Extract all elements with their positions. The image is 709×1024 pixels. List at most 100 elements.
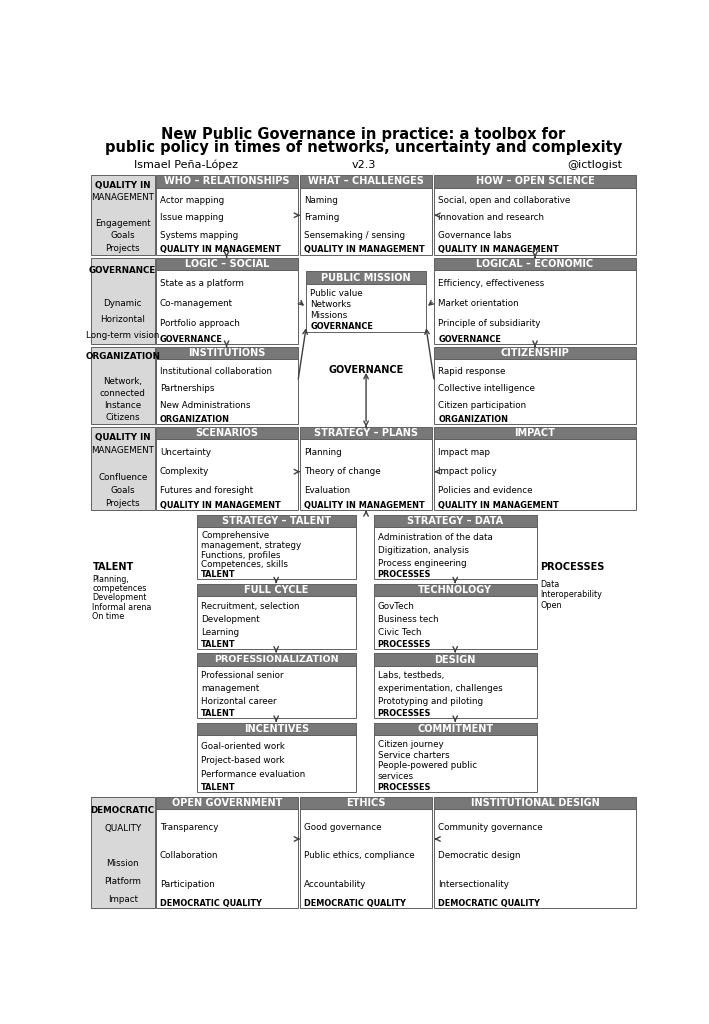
Text: Engagement: Engagement [95,218,150,227]
Text: People-powered public: People-powered public [378,761,477,770]
Text: TALENT: TALENT [201,709,235,718]
Text: Planning: Planning [304,449,342,457]
Text: Business tech: Business tech [378,615,438,624]
Text: Process engineering: Process engineering [378,558,467,567]
Text: Public ethics, compliance: Public ethics, compliance [304,851,415,860]
Bar [197,653,356,666]
Text: @ictlogist: @ictlogist [568,160,623,170]
Text: Co-management: Co-management [160,299,233,308]
Text: ORGANIZATION: ORGANIZATION [85,352,160,361]
Text: Professional senior: Professional senior [201,672,284,681]
Bar [435,187,636,255]
Bar [156,439,298,510]
Text: PROCESSES: PROCESSES [378,783,431,792]
Text: Evaluation: Evaluation [304,486,350,496]
Bar [300,427,432,439]
Bar [300,797,432,809]
Text: Project-based work: Project-based work [201,756,284,765]
Text: experimentation, challenges: experimentation, challenges [378,684,503,693]
Text: Prototyping and piloting: Prototyping and piloting [378,697,483,707]
Text: CITIZENSHIP: CITIZENSHIP [501,348,569,358]
Text: Complexity: Complexity [160,467,209,476]
Text: Missions: Missions [311,311,347,321]
Text: Rapid response: Rapid response [438,367,506,376]
Bar [435,347,636,359]
Text: Participation: Participation [160,880,215,889]
Text: Framing: Framing [304,213,340,222]
Text: DEMOCRATIC QUALITY: DEMOCRATIC QUALITY [160,899,262,908]
Text: ETHICS: ETHICS [346,798,386,808]
Text: New Administrations: New Administrations [160,401,250,410]
Bar [435,175,636,187]
Text: Transparency: Transparency [160,822,218,831]
Bar [306,284,425,332]
Bar [197,584,356,596]
Text: Impact: Impact [108,895,138,904]
Bar [306,271,425,284]
Text: connected: connected [100,389,145,398]
Bar [300,809,432,908]
Text: FULL CYCLE: FULL CYCLE [245,586,308,595]
Text: State as a platform: State as a platform [160,280,244,289]
Text: INSTITUTIONS: INSTITUTIONS [189,348,266,358]
Bar [91,427,155,510]
Text: Projects: Projects [106,499,140,508]
Text: Impact policy: Impact policy [438,467,497,476]
Text: Horizontal: Horizontal [100,315,145,324]
Bar [91,347,155,424]
Text: GOVERNANCE: GOVERNANCE [328,365,403,375]
Bar [156,187,298,255]
Bar [197,666,356,718]
Bar [156,270,298,344]
Text: STRATEGY – DATA: STRATEGY – DATA [407,516,503,526]
Text: QUALITY IN MANAGEMENT: QUALITY IN MANAGEMENT [160,246,281,254]
Text: ORGANIZATION: ORGANIZATION [438,415,508,424]
Text: GOVERNANCE: GOVERNANCE [311,323,373,332]
Bar [197,735,356,792]
Text: Governance labs: Governance labs [438,231,512,241]
Bar [91,175,155,255]
Text: Planning,: Planning, [92,575,129,584]
Text: Comprehensive: Comprehensive [201,531,269,541]
Text: GOVERNANCE: GOVERNANCE [438,335,501,344]
Text: management: management [201,684,259,693]
Bar [156,258,298,270]
Text: Long-term vision: Long-term vision [86,331,160,340]
Text: Competences, skills: Competences, skills [201,560,288,569]
Text: Theory of change: Theory of change [304,467,381,476]
Text: QUALITY IN: QUALITY IN [95,433,150,442]
Bar [156,797,298,809]
Bar [435,797,636,809]
Text: New Public Governance in practice: a toolbox for: New Public Governance in practice: a too… [161,127,566,141]
Text: Digitization, analysis: Digitization, analysis [378,546,469,555]
Text: MANAGEMENT: MANAGEMENT [91,194,155,203]
Text: OPEN GOVERNMENT: OPEN GOVERNMENT [172,798,282,808]
Bar [374,653,537,666]
Text: COMMITMENT: COMMITMENT [417,724,493,734]
Bar [91,258,155,344]
Text: DEMOCRATIC QUALITY: DEMOCRATIC QUALITY [438,899,540,908]
Text: PROCESSES: PROCESSES [540,562,605,572]
Text: Civic Tech: Civic Tech [378,628,421,637]
Text: Efficiency, effectiveness: Efficiency, effectiveness [438,280,545,289]
Text: Community governance: Community governance [438,822,543,831]
Text: PROFESSIONALIZATION: PROFESSIONALIZATION [214,655,339,665]
Text: Portfolio approach: Portfolio approach [160,319,240,329]
Bar [300,439,432,510]
Bar [435,359,636,424]
Bar [300,187,432,255]
Text: Systems mapping: Systems mapping [160,231,238,241]
Text: v2.3: v2.3 [351,160,376,170]
Text: QUALITY IN MANAGEMENT: QUALITY IN MANAGEMENT [438,501,559,510]
Text: Impact map: Impact map [438,449,490,457]
Text: Platform: Platform [104,878,141,886]
Text: Administration of the data: Administration of the data [378,532,493,542]
Text: Network,: Network, [104,377,143,386]
Bar [374,735,537,792]
Text: Networks: Networks [311,300,351,309]
Text: Collaboration: Collaboration [160,851,218,860]
Text: On time: On time [92,612,125,621]
Text: WHAT – CHALLENGES: WHAT – CHALLENGES [308,176,424,186]
Text: Issue mapping: Issue mapping [160,213,223,222]
Text: QUALITY: QUALITY [104,824,141,834]
